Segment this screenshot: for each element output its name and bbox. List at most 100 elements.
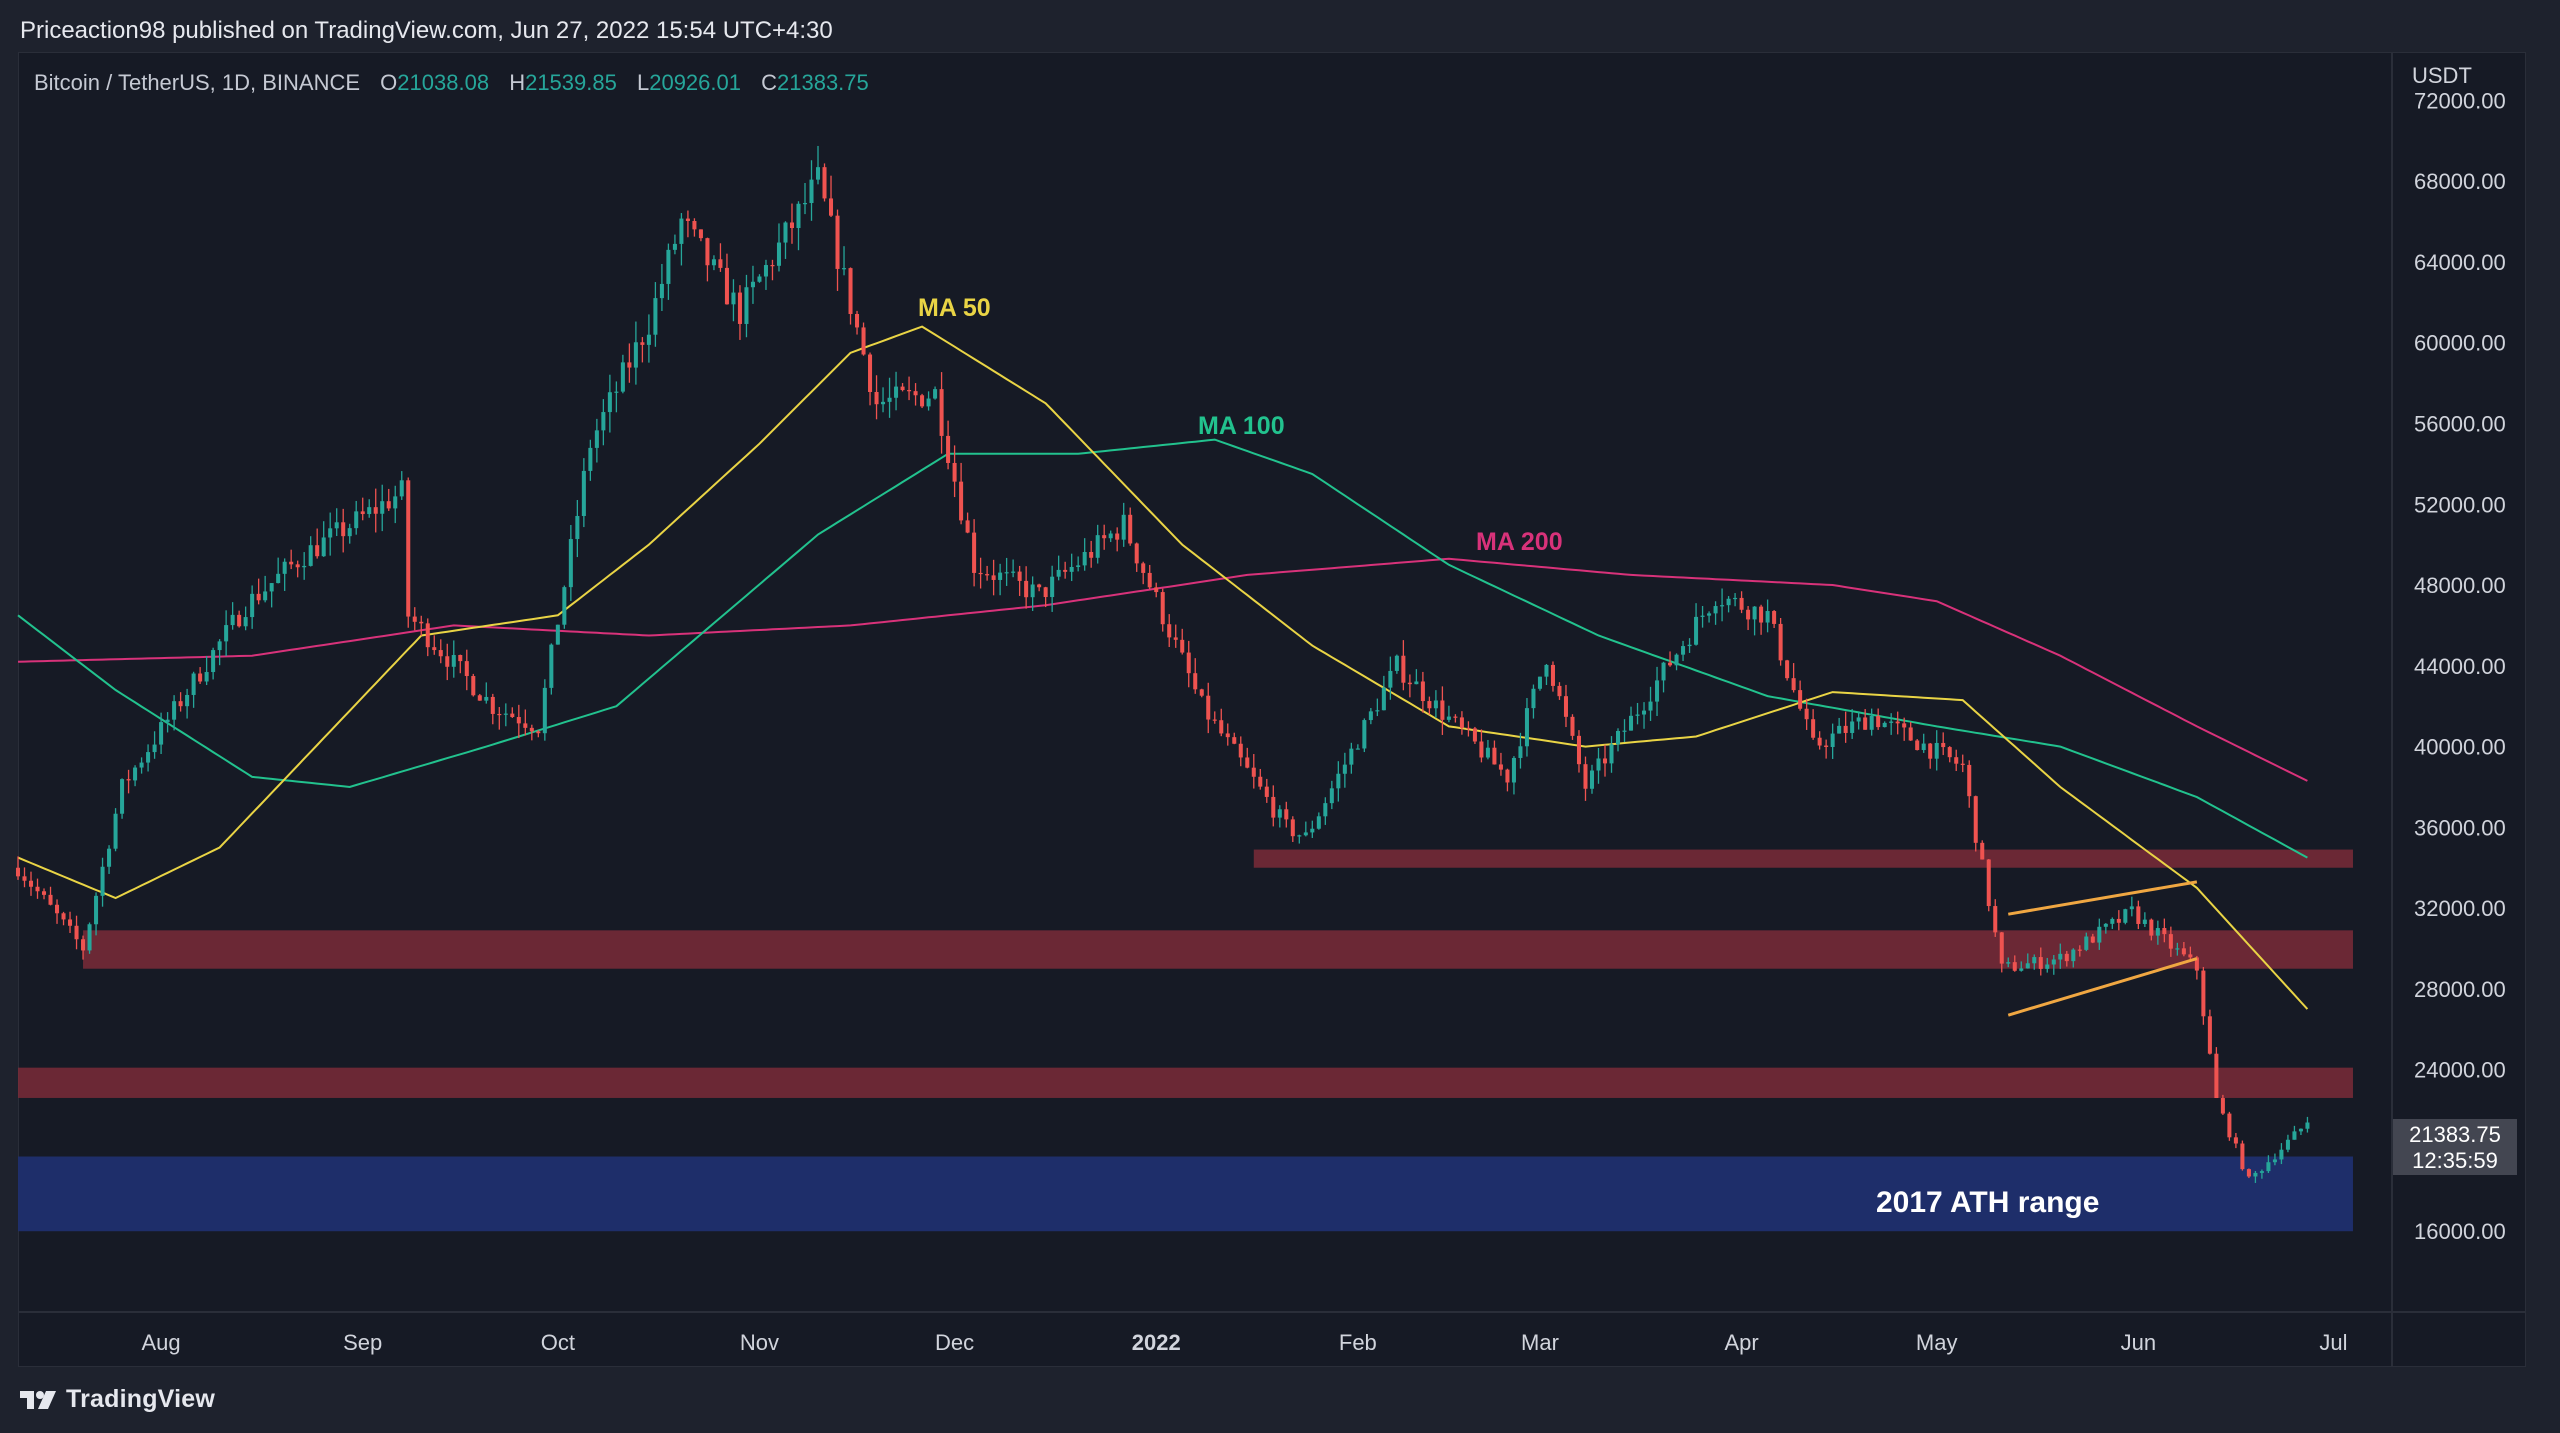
candle-body <box>1336 773 1341 789</box>
candle-body <box>1648 701 1653 711</box>
bar-countdown: 12:35:59 <box>2412 1148 2498 1173</box>
candle-body <box>2103 923 2108 927</box>
candle-body <box>536 731 541 734</box>
candle-body <box>1342 764 1347 774</box>
candle-body <box>445 656 450 667</box>
wedge-line-0 <box>2008 880 2198 916</box>
price-tick-label: 24000.00 <box>2414 1058 2506 1083</box>
candle-body <box>620 362 625 392</box>
tradingview-brand: TradingView <box>66 1385 216 1413</box>
candle-body <box>907 390 912 392</box>
candle-body <box>2233 1137 2238 1144</box>
candle-body <box>1264 786 1269 797</box>
candle-body <box>1986 859 1991 907</box>
time-tick-label: Feb <box>1339 1330 1377 1355</box>
candle-body <box>1251 767 1256 777</box>
candle-body <box>861 327 866 355</box>
candle-body <box>1498 764 1503 770</box>
time-tick-label: Oct <box>541 1330 575 1355</box>
candle-body <box>2201 970 2206 1017</box>
candle-body <box>204 672 209 682</box>
candle-body <box>2149 919 2154 936</box>
price-tick-label: 60000.00 <box>2414 331 2506 356</box>
candle-body <box>1199 689 1204 696</box>
candle-body <box>1446 716 1451 720</box>
candle-body <box>2175 948 2180 950</box>
candle-body <box>432 647 437 651</box>
candle-body <box>679 218 684 244</box>
candle-body <box>302 565 307 568</box>
candle-body <box>347 528 352 537</box>
candle-body <box>985 574 990 576</box>
candle-body <box>198 673 203 682</box>
candle-body <box>1440 700 1445 720</box>
candle-body <box>2305 1122 2310 1129</box>
candle-body <box>1232 737 1237 744</box>
candle-body <box>81 939 86 951</box>
candle-body <box>497 713 502 716</box>
candle-body <box>1050 576 1055 598</box>
candle-body <box>2207 1016 2212 1054</box>
candle-body <box>1739 597 1744 610</box>
price-tick-label: 28000.00 <box>2414 977 2506 1002</box>
price-tick-label: 16000.00 <box>2414 1219 2506 1244</box>
candle-body <box>1420 681 1425 702</box>
candle-body <box>1811 719 1816 738</box>
candle-body <box>1544 664 1549 677</box>
candle-body <box>15 867 21 877</box>
candle-body <box>1707 613 1712 616</box>
candle-body <box>1238 743 1243 758</box>
candle-body <box>451 655 456 667</box>
candle-body <box>783 222 788 243</box>
candle-body <box>594 430 599 448</box>
candle-body <box>1928 743 1933 759</box>
high-value: 21539.85 <box>525 70 617 95</box>
candle-body <box>809 179 814 204</box>
footer-bar <box>0 1367 2560 1433</box>
tradingview-logo[interactable]: TradingView <box>20 1385 215 1414</box>
candle-body <box>1108 533 1113 539</box>
candle-body <box>165 719 170 723</box>
candle-body <box>1954 757 1959 764</box>
candle-body <box>1941 742 1946 748</box>
resistance-zone-2 <box>18 1067 2353 1098</box>
tradingview-logo-icon <box>20 1390 56 1409</box>
candle-body <box>588 447 593 471</box>
candle-body <box>1076 565 1081 568</box>
candle-body <box>471 676 476 696</box>
candle-body <box>1193 673 1198 690</box>
candle-body <box>1394 655 1399 671</box>
candle-body <box>1206 695 1211 720</box>
candle-body <box>581 470 586 516</box>
candle-body <box>627 362 632 368</box>
candle-body <box>1355 748 1360 750</box>
close-value: 21383.75 <box>777 70 869 95</box>
candle-body <box>367 507 372 515</box>
candle-body <box>1902 723 1907 728</box>
candle-body <box>380 501 385 514</box>
candle-body <box>2019 968 2024 971</box>
candle-body <box>1082 552 1087 566</box>
chart-frame[interactable] <box>18 52 2526 1367</box>
candle-body <box>1576 735 1582 765</box>
candle-body <box>1368 711 1373 721</box>
candle-body <box>159 722 164 745</box>
candle-body <box>2136 906 2141 924</box>
candle-body <box>1030 584 1035 598</box>
high-label: H <box>509 70 526 95</box>
candle-body <box>256 593 261 601</box>
ma200-line <box>17 557 2308 782</box>
candle-body <box>464 661 469 677</box>
candle-body <box>1277 809 1282 818</box>
candle-body <box>2097 926 2102 943</box>
time-tick-label: Apr <box>1724 1330 1758 1355</box>
candle-body <box>835 215 840 269</box>
time-tick-label: Jun <box>2121 1330 2156 1355</box>
candle-body <box>2272 1159 2277 1163</box>
candle-body <box>2012 962 2017 971</box>
candle-body <box>2227 1113 2232 1138</box>
candle-body <box>1999 932 2004 964</box>
candle-body <box>1225 733 1230 738</box>
candle-body <box>1635 714 1640 716</box>
